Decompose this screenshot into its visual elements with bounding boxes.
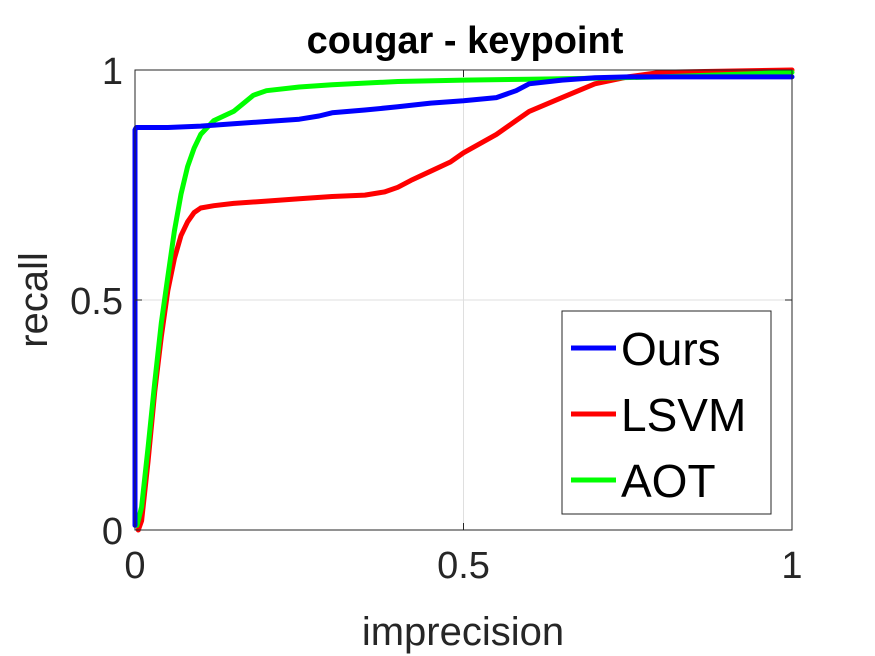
series-line-aot (134, 69, 795, 528)
x-tick-label: 1 (781, 545, 802, 587)
legend: Ours LSVM AOT (561, 310, 772, 515)
y-tick-label: 0 (102, 511, 123, 553)
x-axis-label: imprecision (362, 610, 564, 654)
x-tick-label: 0.5 (437, 545, 490, 587)
y-tick-label: 0.5 (70, 281, 123, 323)
grid (135, 70, 792, 530)
x-tick-label: 0 (124, 545, 145, 587)
series-lines (132, 67, 795, 533)
y-axis-label: recall (12, 252, 56, 348)
series-line-ours (132, 74, 795, 528)
legend-label-aot: AOT (621, 455, 716, 507)
chart-title: cougar - keypoint (307, 20, 624, 62)
legend-label-lsvm: LSVM (621, 389, 746, 441)
legend-label-ours: Ours (621, 323, 721, 375)
ticks: 0 0.5 1 0 0.5 1 (70, 51, 802, 587)
y-tick-label: 1 (102, 51, 123, 93)
